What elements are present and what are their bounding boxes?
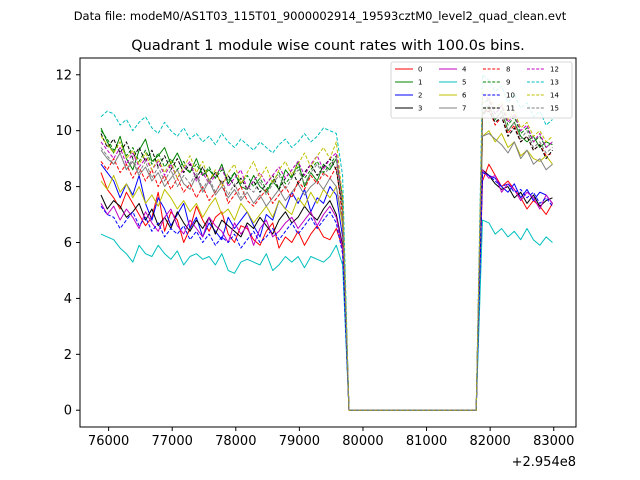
x-offset-label: +2.954e8 (512, 455, 576, 470)
y-tick-label: 4 (64, 292, 72, 307)
legend-label-15: 15 (550, 105, 559, 113)
legend-label-0: 0 (418, 66, 422, 74)
legend-label-12: 12 (550, 66, 559, 74)
legend-label-13: 13 (550, 79, 559, 87)
x-tick-label: 78000 (215, 434, 256, 449)
legend-label-11: 11 (506, 105, 515, 113)
series-line-14 (100, 91, 553, 411)
x-axis: 76000 77000 78000 79000 80000 81000 82000 83000 (88, 427, 574, 449)
x-tick-label: 80000 (342, 434, 383, 449)
series-line-10 (100, 172, 553, 411)
y-tick-label: 8 (64, 180, 72, 195)
x-tick-label: 77000 (152, 434, 193, 449)
y-tick-label: 2 (64, 348, 72, 363)
x-tick-label: 76000 (88, 434, 129, 449)
legend-label-5: 5 (462, 79, 466, 87)
y-axis: 0 2 4 6 8 10 12 (55, 68, 80, 419)
y-tick-label: 12 (55, 68, 72, 83)
y-tick-label: 0 (64, 404, 72, 419)
legend-label-7: 7 (462, 105, 466, 113)
legend-frame (390, 61, 573, 119)
y-tick-label: 10 (55, 124, 72, 139)
chart-title: Quadrant 1 module wise count rates with … (131, 38, 525, 54)
suptitle: Data file: modeM0/AS1T03_115T01_90000029… (74, 9, 567, 23)
x-tick-label: 79000 (279, 434, 320, 449)
series-line-8 (100, 107, 553, 411)
legend-label-1: 1 (418, 79, 422, 87)
legend-label-14: 14 (550, 92, 559, 100)
x-tick-label: 83000 (533, 434, 574, 449)
series-line-15 (100, 105, 553, 411)
x-tick-label: 81000 (406, 434, 447, 449)
legend-label-8: 8 (506, 66, 510, 74)
series-layer (100, 74, 553, 411)
legend-label-3: 3 (418, 105, 422, 113)
legend-label-10: 10 (506, 92, 515, 100)
legend-label-9: 9 (506, 79, 510, 87)
legend-label-2: 2 (418, 92, 422, 100)
legend-label-6: 6 (462, 92, 467, 100)
legend-label-4: 4 (462, 66, 467, 74)
plot-area: 76000 77000 78000 79000 80000 81000 82000 83000… (55, 57, 577, 470)
y-tick-label: 6 (64, 236, 72, 251)
x-tick-label: 82000 (469, 434, 510, 449)
